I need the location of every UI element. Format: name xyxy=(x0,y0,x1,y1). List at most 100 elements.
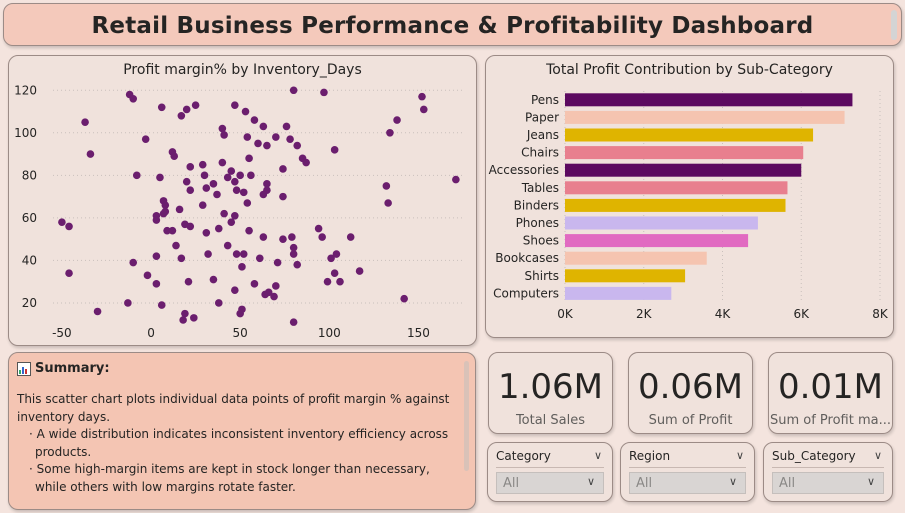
data-point xyxy=(209,275,218,284)
data-point xyxy=(236,171,244,180)
data-point xyxy=(141,135,150,143)
scatter-panel[interactable]: Profit margin% by Inventory_Days 20 40 60 8… xyxy=(8,55,477,346)
data-point xyxy=(320,88,328,97)
slicer-region[interactable]: Region ∨ All ∨ xyxy=(620,442,755,502)
data-point xyxy=(231,101,239,109)
data-point xyxy=(255,254,264,263)
data-point xyxy=(231,177,239,186)
category-label: Shirts xyxy=(525,269,559,283)
data-point xyxy=(279,165,287,173)
bar-chart[interactable]: 0K 2K 4K 6K 8K Pens Paper Jeans Chairs Accessorie… xyxy=(486,56,895,339)
chevron-down-icon[interactable]: ∨ xyxy=(735,449,744,462)
data-point xyxy=(231,211,239,220)
slicer-category[interactable]: Category ∨ All ∨ xyxy=(487,442,613,502)
scatter-chart[interactable]: 20 40 60 80 100 120 -50 0 50 100 150 xyxy=(9,56,478,347)
data-point xyxy=(227,167,236,175)
data-point xyxy=(218,158,227,167)
x-tick-label: 0 xyxy=(147,326,155,340)
data-point xyxy=(186,222,195,231)
data-point xyxy=(184,277,193,286)
title-scrollbar[interactable] xyxy=(891,10,897,40)
slicer-dropdown[interactable]: All ∨ xyxy=(772,472,884,494)
summary-heading-text: Summary: xyxy=(35,361,110,376)
data-point xyxy=(263,186,271,195)
x-tick-label: 50 xyxy=(233,326,248,340)
data-point xyxy=(152,252,161,260)
category-label: Binders xyxy=(514,198,559,212)
chevron-down-icon[interactable]: ∨ xyxy=(728,475,737,488)
slicer-dropdown[interactable]: All ∨ xyxy=(629,472,746,494)
data-point xyxy=(336,277,344,286)
summary-heading: Summary: xyxy=(17,361,110,376)
category-label: Paper xyxy=(525,110,559,124)
data-point xyxy=(400,294,408,303)
data-point xyxy=(182,105,191,114)
category-label: Bookcases xyxy=(495,251,559,265)
data-point xyxy=(214,299,223,307)
slicer-header[interactable]: Sub_Category ∨ xyxy=(772,449,884,468)
data-point xyxy=(279,235,287,243)
data-point xyxy=(419,105,428,114)
category-label: Computers xyxy=(493,286,559,300)
data-point xyxy=(346,233,355,241)
data-point xyxy=(263,180,271,188)
data-point xyxy=(209,180,218,188)
data-point xyxy=(247,171,255,180)
chevron-down-icon[interactable]: ∨ xyxy=(873,449,882,462)
slicer-dropdown[interactable]: All ∨ xyxy=(496,472,604,494)
data-point xyxy=(214,224,223,233)
slicer-label: Category xyxy=(496,449,551,463)
data-point xyxy=(179,316,187,324)
data-point xyxy=(293,141,302,150)
x-tick-label: 4K xyxy=(715,307,732,321)
chevron-down-icon[interactable]: ∨ xyxy=(593,449,602,462)
data-point xyxy=(239,188,248,197)
chevron-down-icon[interactable]: ∨ xyxy=(866,475,875,488)
data-point xyxy=(238,305,246,314)
data-point xyxy=(382,182,391,190)
chevron-down-icon[interactable]: ∨ xyxy=(586,475,595,488)
data-point xyxy=(452,175,460,184)
data-point xyxy=(156,173,164,182)
category-label: Chairs xyxy=(521,146,559,160)
kpi-card-sum-of-profit[interactable]: 0.06M Sum of Profit xyxy=(628,352,753,434)
kpi-value: 0.01M xyxy=(777,367,884,407)
summary-bullet: · Some high-margin items are kept in sto… xyxy=(29,462,430,494)
bar xyxy=(565,234,749,248)
summary-scrollbar[interactable] xyxy=(464,361,469,471)
data-point xyxy=(200,171,209,180)
data-point xyxy=(204,250,212,258)
bar xyxy=(565,93,853,107)
data-point xyxy=(181,309,189,318)
data-point xyxy=(81,118,89,126)
kpi-card-total-sales[interactable]: 1.06M Total Sales xyxy=(488,352,613,434)
data-point xyxy=(163,226,171,235)
slicer-sub-category[interactable]: Sub_Category ∨ All ∨ xyxy=(763,442,893,502)
data-point xyxy=(186,163,195,171)
data-point xyxy=(58,218,66,226)
data-point xyxy=(65,269,73,277)
data-point xyxy=(259,122,268,131)
slicer-header[interactable]: Region ∨ xyxy=(629,449,746,468)
bar xyxy=(565,286,672,300)
y-tick-label: 80 xyxy=(22,168,37,182)
data-point xyxy=(161,201,170,209)
bar xyxy=(565,146,804,160)
data-point xyxy=(259,233,268,241)
y-tick-label: 40 xyxy=(22,253,37,267)
data-point xyxy=(143,271,152,280)
kpi-value: 1.06M xyxy=(497,367,604,407)
category-label: Shoes xyxy=(523,234,559,248)
data-point xyxy=(288,233,296,241)
slicer-header[interactable]: Category ∨ xyxy=(496,449,604,468)
data-point xyxy=(177,254,186,263)
kpi-card-profit-margin[interactable]: 0.01M Sum of Profit ma... xyxy=(768,352,893,434)
bar xyxy=(565,251,707,265)
data-point xyxy=(243,199,252,207)
data-point xyxy=(323,277,332,286)
x-tick-label: 150 xyxy=(407,326,430,340)
y-tick-label: 20 xyxy=(22,296,37,310)
bar-panel[interactable]: Total Profit Contribution by Sub-Categor… xyxy=(485,55,894,338)
category-label: Accessories xyxy=(489,163,559,177)
data-point xyxy=(263,141,271,150)
